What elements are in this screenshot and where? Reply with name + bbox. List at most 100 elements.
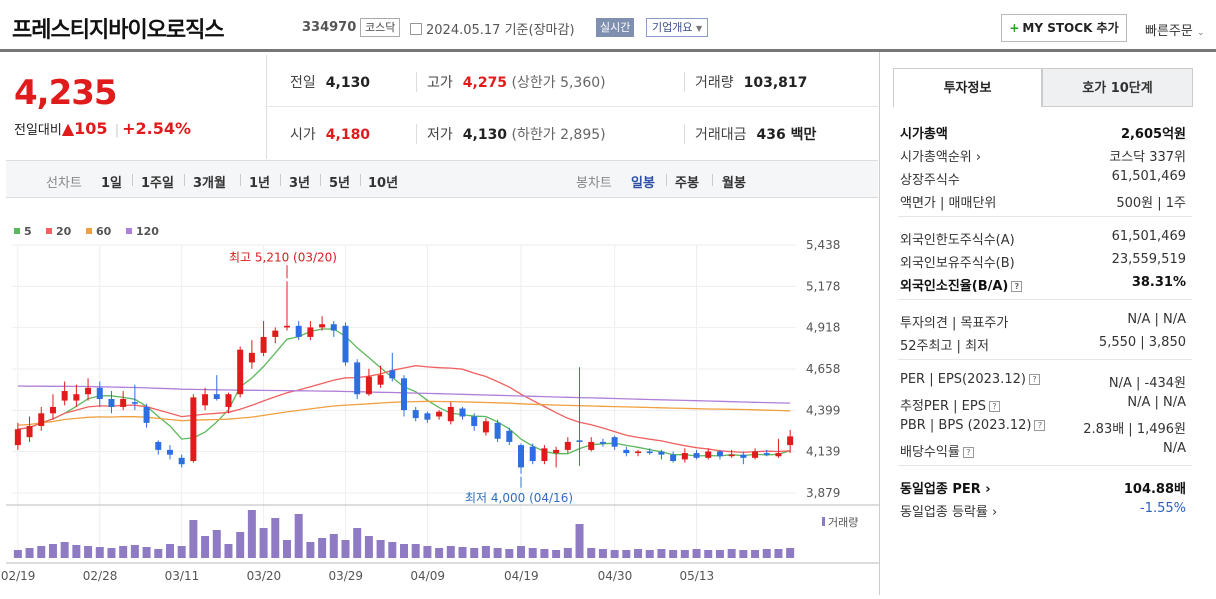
- candle-body: [494, 422, 501, 439]
- candle-body: [635, 451, 642, 454]
- candle-body: [49, 406, 56, 414]
- invest-info-panel: 시가총액 2,605억원 시가총액순위 › 코스닥 337위 상장주식수 61,501,4…: [898, 120, 1192, 521]
- candle-body: [61, 391, 68, 401]
- volume-bar: [458, 547, 467, 558]
- period-10y[interactable]: 10년: [368, 176, 399, 191]
- invest-value: 104.88배: [1123, 482, 1186, 497]
- candle-body: [38, 413, 45, 427]
- volume-bar: [517, 546, 526, 558]
- invest-value: N/A | N/A: [1127, 395, 1186, 410]
- period-daily[interactable]: 일봉: [631, 176, 655, 191]
- help-icon[interactable]: ?: [1011, 281, 1023, 292]
- stock-code: 334970: [302, 20, 357, 35]
- candle-body: [728, 454, 735, 457]
- help-icon[interactable]: ?: [988, 401, 1000, 412]
- high-annotation: 최고 5,210 (03/20): [229, 250, 337, 264]
- invest-row: 동일업종 등락률 › -1.55%: [898, 498, 1192, 521]
- help-icon[interactable]: ?: [1028, 374, 1040, 385]
- volume-bar: [680, 550, 689, 558]
- help-icon[interactable]: ?: [1034, 420, 1046, 431]
- line-chart-label: 선차트: [46, 176, 82, 191]
- period-1y[interactable]: 1년: [249, 176, 271, 191]
- volume-bar: [130, 545, 139, 558]
- legend-swatch: [14, 228, 20, 234]
- legend-swatch: [86, 228, 92, 234]
- volume-bar: [154, 549, 163, 558]
- period-3y[interactable]: 3년: [289, 176, 311, 191]
- calendar-icon: [410, 23, 422, 35]
- candle-body: [307, 327, 314, 337]
- volume-bar: [271, 518, 280, 558]
- candle-body: [553, 449, 560, 454]
- trade-amount: 거래대금 436 백만: [684, 124, 816, 144]
- period-monthly[interactable]: 월봉: [722, 176, 746, 191]
- help-icon[interactable]: ?: [962, 447, 974, 458]
- volume-bar: [84, 546, 93, 558]
- x-tick-label: 03/20: [247, 569, 282, 583]
- volume-bar: [388, 542, 397, 558]
- invest-value: 38.31%: [1131, 275, 1186, 290]
- invest-row: 추정PER | EPS? N/A | N/A: [898, 392, 1192, 415]
- market-badge: 코스닥: [360, 18, 401, 37]
- invest-key: 액면가 | 매매단위: [900, 196, 997, 211]
- period-3m[interactable]: 3개월: [193, 176, 226, 191]
- candle-body: [96, 387, 103, 399]
- invest-row: 상장주식수 61,501,469: [898, 166, 1192, 189]
- candle-body: [459, 408, 466, 417]
- quick-order-link[interactable]: 빠른주문 ⌄: [1145, 24, 1205, 39]
- chevron-down-icon: ⌄: [1196, 28, 1205, 38]
- candle-body: [166, 449, 173, 455]
- invest-key[interactable]: 동일업종 등락률 ›: [900, 505, 998, 520]
- candle-body: [85, 387, 92, 395]
- volume-bar: [645, 550, 654, 558]
- candle-body: [564, 441, 571, 450]
- invest-key: 외국인한도주식수(A): [900, 233, 1015, 248]
- volume-bar: [25, 548, 34, 558]
- candle-body: [576, 440, 583, 442]
- volume-legend-label: 거래량: [828, 516, 858, 529]
- volume-bar: [224, 544, 233, 558]
- tab-invest-info[interactable]: 투자정보: [893, 68, 1042, 107]
- volume-bar: [598, 549, 607, 558]
- y-tick-label: 4,658: [806, 362, 840, 376]
- candle-body: [295, 325, 302, 337]
- invest-key[interactable]: 동일업종 PER ›: [900, 482, 991, 497]
- candle-body: [482, 421, 489, 433]
- x-tick-label: 04/19: [504, 569, 539, 583]
- volume-bar: [353, 528, 362, 558]
- high-price: 고가 4,275 (상한가 5,360): [416, 72, 606, 92]
- header-bar: 프레스티지바이오로직스 334970 코스닥 2024.05.17 기준(장마감…: [0, 0, 1216, 52]
- price-chart[interactable]: 5,438 5,178 4,918 4,658 4,399 4,139 3,879 02/19…: [0, 200, 880, 595]
- mystock-add-button[interactable]: + MY STOCK 추가: [1001, 14, 1127, 42]
- volume-bar: [60, 542, 69, 558]
- period-1d[interactable]: 1일: [101, 176, 123, 191]
- candle-body: [377, 375, 384, 385]
- invest-row: 동일업종 PER › 104.88배: [898, 475, 1192, 498]
- quote-grid: [266, 55, 878, 159]
- realtime-button[interactable]: 실시간: [596, 18, 635, 37]
- invest-row: 외국인한도주식수(A) 61,501,469: [898, 226, 1192, 249]
- period-1w[interactable]: 1주일: [141, 176, 174, 191]
- candle-body: [681, 453, 688, 460]
- invest-key: 배당수익률?: [900, 441, 974, 460]
- period-weekly[interactable]: 주봉: [675, 176, 699, 191]
- volume-bar: [165, 544, 174, 558]
- invest-key: 외국인소진율(B/A)?: [900, 275, 1023, 294]
- candle-body: [611, 437, 618, 447]
- volume-bar: [493, 548, 502, 558]
- volume-bar: [669, 550, 678, 558]
- period-5y[interactable]: 5년: [329, 176, 351, 191]
- candlestick-chart[interactable]: 5,438 5,178 4,918 4,658 4,399 4,139 3,879 02/19…: [0, 200, 880, 595]
- invest-key[interactable]: 시가총액순위 ›: [900, 150, 982, 165]
- volume-bar: [540, 549, 549, 558]
- invest-key: 시가총액: [900, 127, 948, 142]
- volume-bar: [411, 544, 420, 558]
- tab-orderbook[interactable]: 호가 10단계: [1042, 68, 1193, 107]
- volume-bar: [364, 536, 373, 558]
- open-price: 시가 4,180: [290, 127, 371, 143]
- prev-close: 전일 4,130: [290, 75, 371, 91]
- corp-info-dropdown[interactable]: 기업개요 ▼: [646, 18, 709, 37]
- volume-bar: [189, 520, 198, 558]
- volume-bar: [236, 532, 245, 558]
- candle-body: [599, 441, 606, 444]
